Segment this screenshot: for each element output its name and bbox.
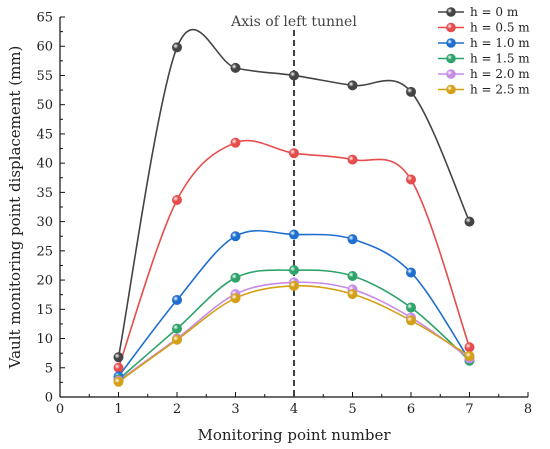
x-tick-label: 0 (56, 402, 64, 417)
point-h-0-5-m-4 (288, 148, 299, 159)
point-h-2-5-m-1 (113, 376, 124, 387)
legend-swatch-marker (446, 22, 456, 33)
y-tick-label: 30 (36, 215, 53, 230)
tick-marks (59, 16, 529, 398)
x-tick-label: 5 (348, 402, 356, 417)
legend-swatch-marker (446, 38, 456, 48)
tunnel-axis-annotation: Axis of left tunnel (230, 14, 357, 397)
y-tick-label: 10 (36, 332, 53, 347)
point-h-1-0-m-6 (405, 267, 416, 278)
legend-item-h-0-5-m: h = 0.5 m (438, 21, 530, 35)
point-h-1-5-m-2 (171, 323, 182, 334)
point-h-1-0-m-5 (347, 234, 358, 245)
legend-item-h-1-0-m: h = 1.0 m (438, 36, 530, 50)
legend-label: h = 2.0 m (470, 67, 530, 81)
x-tick-label: 4 (290, 402, 298, 417)
point-h-2-5-m-2 (171, 334, 182, 345)
tunnel-axis-label: Axis of left tunnel (230, 14, 357, 30)
legend-swatch-marker (446, 69, 456, 79)
point-h-1-0-m-3 (230, 231, 241, 242)
x-axis-title: Monitoring point number (198, 426, 392, 444)
series-markers (113, 42, 475, 387)
y-tick-label: 50 (36, 98, 53, 113)
point-h-0-m-6 (405, 86, 416, 97)
point-h-1-5-m-4 (288, 265, 299, 276)
x-tick-label: 8 (524, 402, 532, 417)
legend-label: h = 0 m (470, 5, 519, 19)
point-h-0-m-5 (347, 80, 358, 91)
point-h-2-5-m-6 (405, 315, 416, 326)
x-tick-label: 6 (407, 402, 415, 417)
point-h-1-0-m-4 (288, 229, 299, 240)
legend-item-h-2-5-m: h = 2.5 m (438, 83, 530, 97)
y-tick-label: 20 (36, 274, 53, 289)
point-h-0-5-m-6 (405, 174, 416, 185)
point-h-0-5-m-3 (230, 137, 241, 148)
legend-label: h = 2.5 m (470, 83, 530, 97)
point-h-0-5-m-5 (347, 154, 358, 165)
point-h-0-5-m-2 (171, 194, 182, 205)
y-tick-label: 45 (36, 127, 53, 142)
y-tick-label: 55 (36, 69, 53, 84)
legend: h = 0 mh = 0.5 mh = 1.0 mh = 1.5 mh = 2.… (438, 5, 530, 97)
point-h-1-5-m-6 (405, 302, 416, 313)
point-h-2-5-m-3 (230, 293, 241, 304)
y-tick-label: 0 (45, 391, 53, 406)
x-tick-label: 1 (114, 402, 122, 417)
point-h-2-5-m-4 (288, 280, 299, 291)
point-h-1-5-m-5 (347, 270, 358, 281)
y-axis-title: Vault monitoring point displacement (mm) (6, 46, 24, 370)
legend-label: h = 0.5 m (470, 21, 530, 35)
x-tick-label: 3 (231, 402, 239, 417)
legend-item-h-1-5-m: h = 1.5 m (438, 52, 530, 66)
legend-item-h-0-m: h = 0 m (438, 5, 519, 19)
legend-swatch-marker (446, 84, 456, 95)
legend-item-h-2-0-m: h = 2.0 m (438, 67, 530, 81)
legend-swatch-marker (446, 7, 456, 17)
y-tick-label: 25 (36, 244, 53, 259)
y-tick-label: 40 (36, 157, 53, 172)
point-h-0-m-2 (171, 42, 182, 53)
legend-label: h = 1.0 m (470, 36, 530, 50)
y-tick-label: 35 (36, 186, 53, 201)
legend-swatch-marker (446, 53, 456, 64)
y-tick-label: 5 (45, 361, 53, 376)
x-tick-label: 7 (465, 402, 473, 417)
x-tick-label: 2 (173, 402, 181, 417)
point-h-0-5-m-7 (464, 342, 475, 353)
point-h-0-m-1 (113, 352, 124, 363)
point-h-2-5-m-7 (464, 351, 475, 362)
y-tick-label: 65 (36, 11, 53, 26)
point-h-0-5-m-1 (113, 362, 124, 373)
y-tick-label: 60 (36, 40, 53, 55)
point-h-1-0-m-2 (171, 294, 182, 305)
point-h-2-5-m-5 (347, 289, 358, 300)
point-h-0-m-7 (464, 216, 475, 227)
point-h-0-m-4 (288, 70, 299, 81)
point-h-0-m-3 (230, 62, 241, 73)
legend-label: h = 1.5 m (470, 52, 530, 66)
point-h-1-5-m-3 (230, 272, 241, 283)
y-tick-label: 15 (36, 303, 53, 318)
